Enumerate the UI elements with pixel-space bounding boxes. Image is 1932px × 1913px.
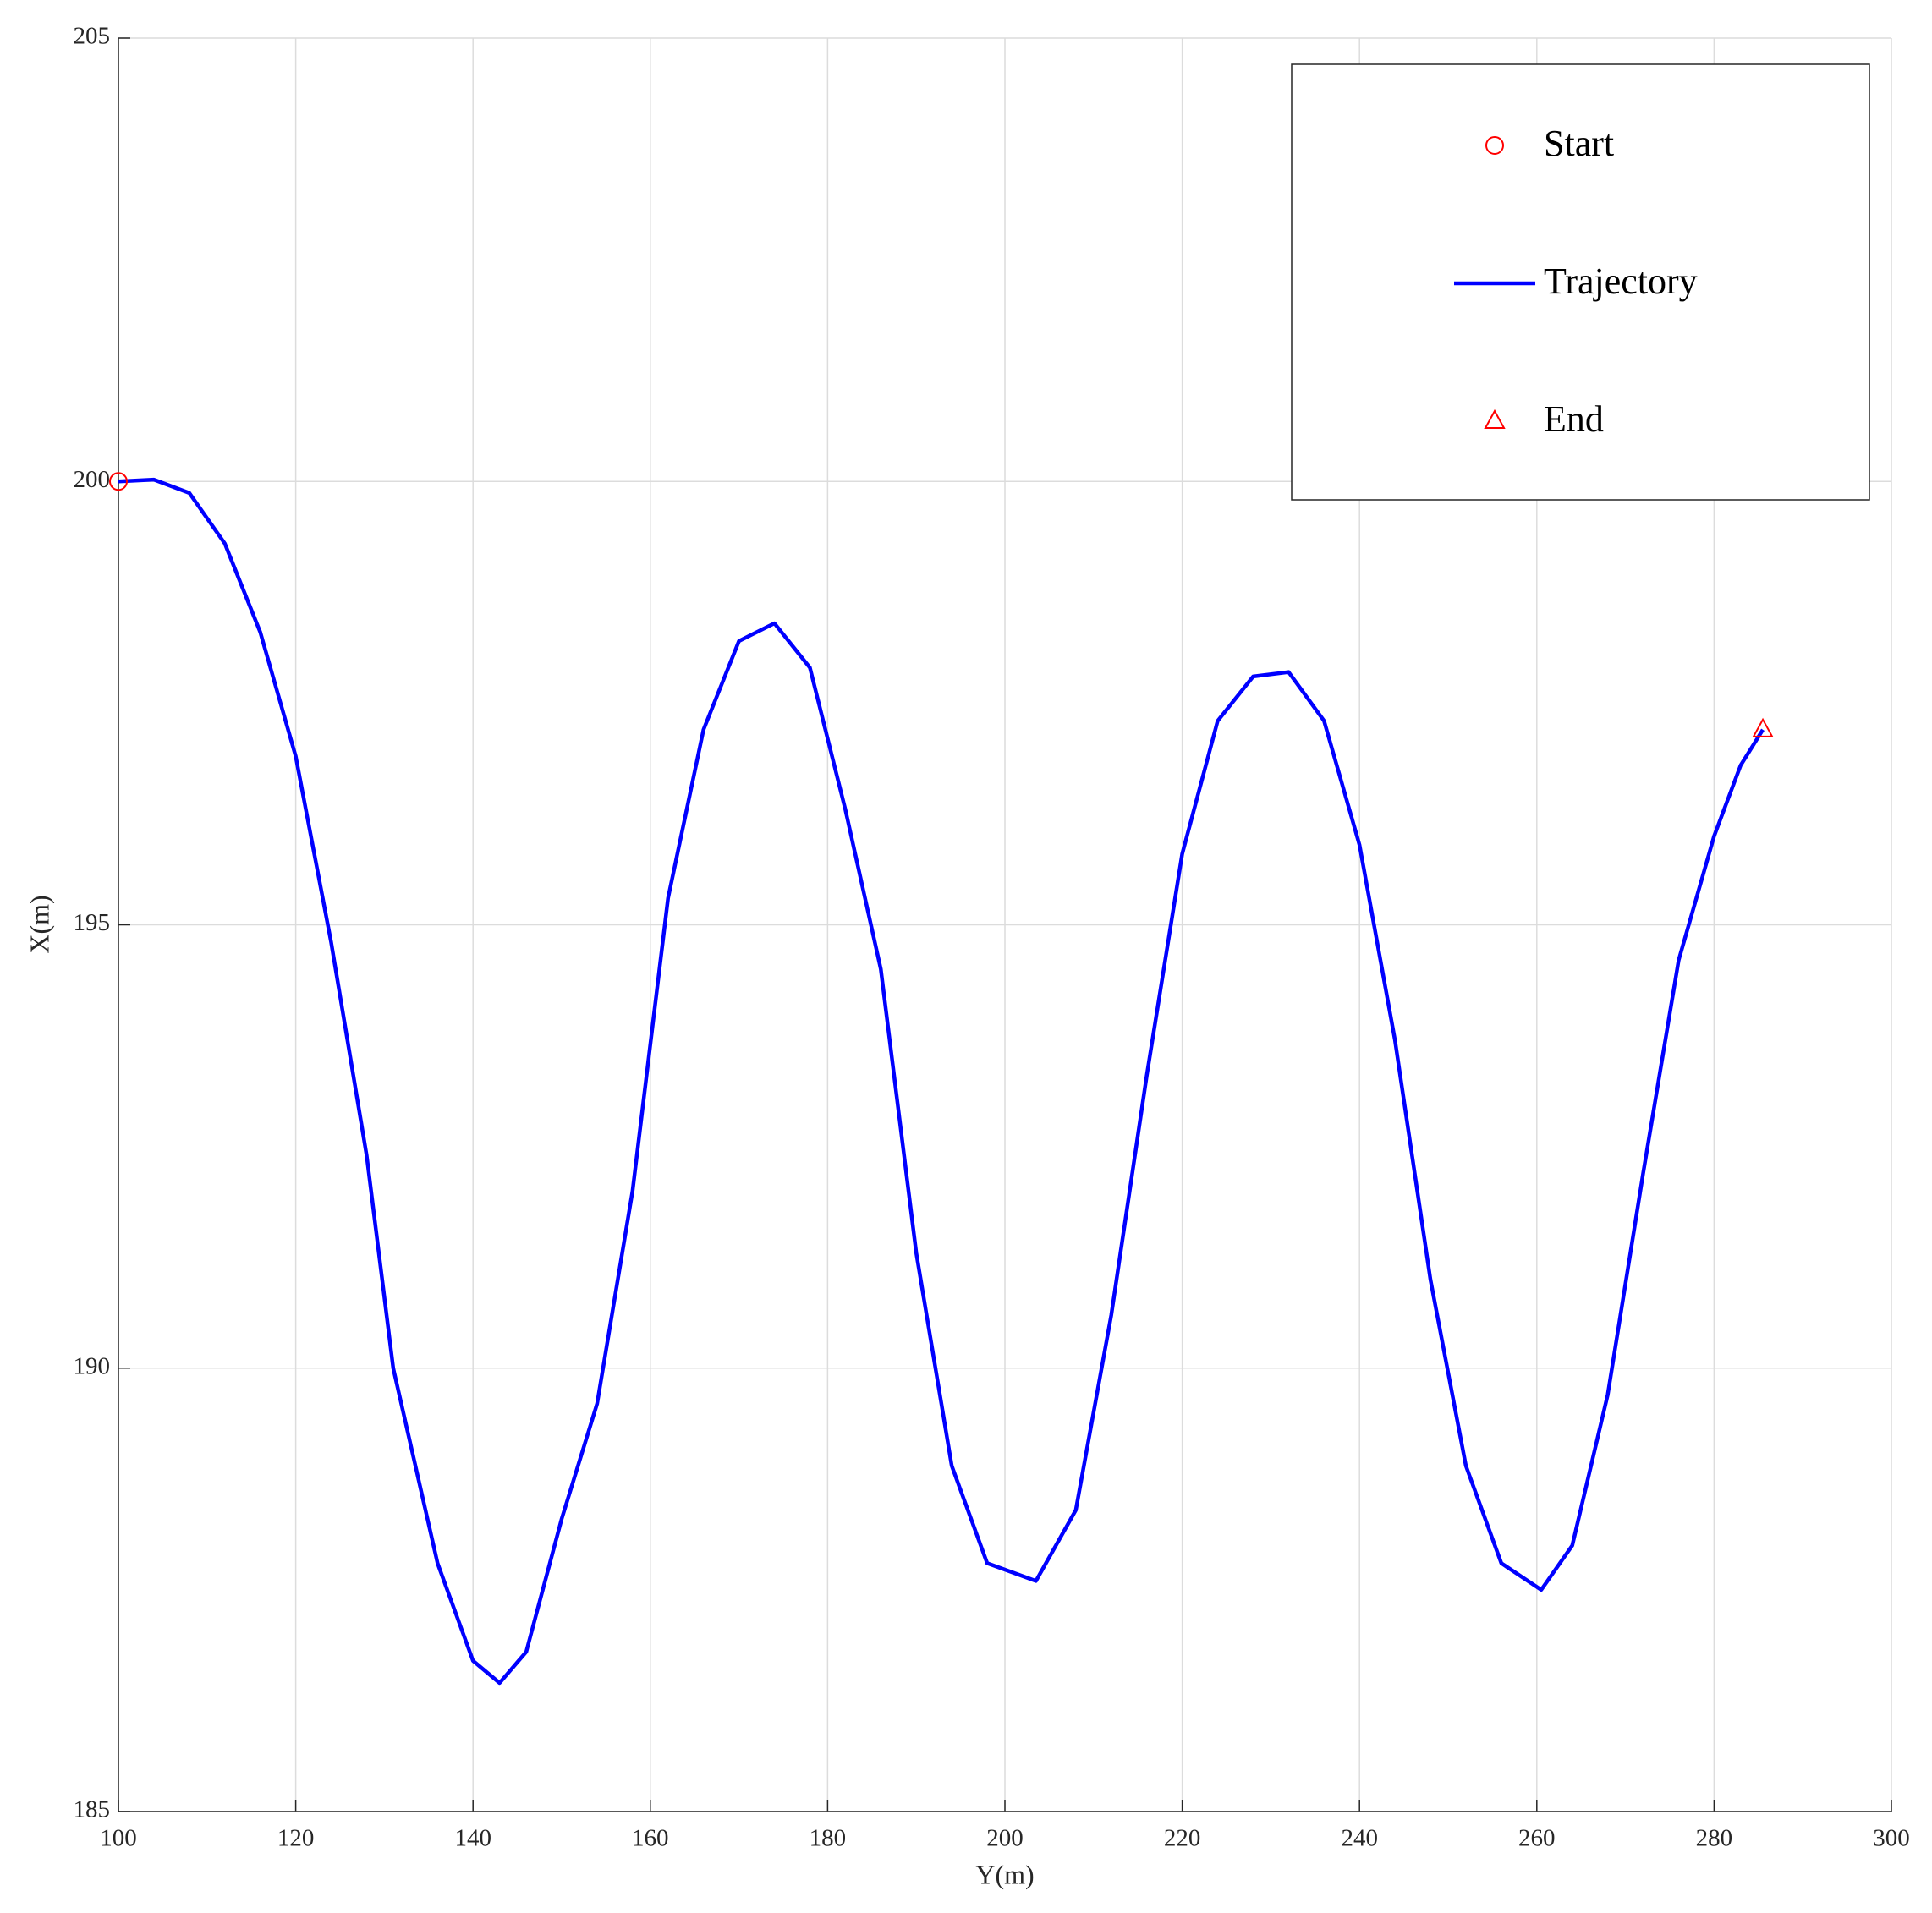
x-tick-label: 200	[986, 1825, 1024, 1852]
x-tick-label: 280	[1696, 1825, 1733, 1852]
legend-box	[1291, 63, 1870, 501]
y-axis-label: X(m)	[24, 895, 54, 953]
x-tick-label: 160	[632, 1825, 669, 1852]
x-tick-label: 180	[810, 1825, 847, 1852]
trajectory-line	[118, 477, 1765, 1686]
x-tick-label: 100	[100, 1825, 137, 1852]
end-marker	[1752, 717, 1774, 737]
x-tick-label: 300	[1873, 1825, 1910, 1852]
y-tick-label: 185	[74, 1796, 111, 1823]
legend-marker	[1484, 408, 1506, 429]
x-tick-label: 120	[277, 1825, 315, 1852]
y-tick-label: 200	[74, 466, 111, 493]
legend-label: Trajectory	[1544, 260, 1698, 302]
legend-label: End	[1544, 398, 1604, 440]
start-marker	[109, 472, 128, 491]
y-tick-label: 190	[74, 1352, 111, 1379]
x-tick-label: 140	[454, 1825, 491, 1852]
y-tick-label: 195	[74, 909, 111, 936]
legend-label: Start	[1544, 123, 1614, 164]
y-tick-label: 205	[74, 23, 111, 50]
legend-marker	[1485, 136, 1504, 155]
x-tick-label: 220	[1164, 1825, 1201, 1852]
x-tick-label: 260	[1518, 1825, 1556, 1852]
x-axis-label: Y(m)	[975, 1859, 1034, 1889]
x-tick-label: 240	[1341, 1825, 1378, 1852]
